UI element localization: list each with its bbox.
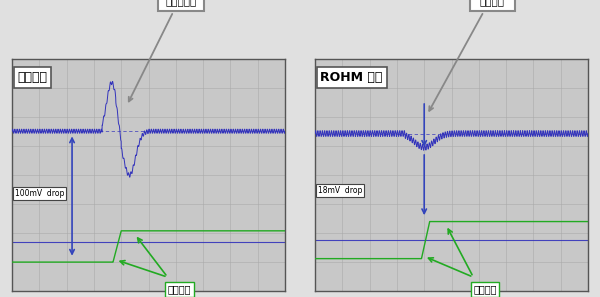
Text: 18mV  drop: 18mV drop [318, 186, 362, 195]
Text: 电压变动幅度
大＝不稳定: 电压变动幅度 大＝不稳定 [129, 0, 200, 102]
Text: 100mV  drop: 100mV drop [15, 189, 64, 198]
Text: 一般产品: 一般产品 [17, 71, 47, 84]
Text: 电流变化: 电流变化 [167, 284, 191, 294]
Text: ROHM 产品: ROHM 产品 [320, 71, 383, 84]
Text: 电流变化: 电流变化 [473, 284, 497, 294]
Text: 电压变动幅度
小＝稳定: 电压变动幅度 小＝稳定 [429, 0, 511, 111]
